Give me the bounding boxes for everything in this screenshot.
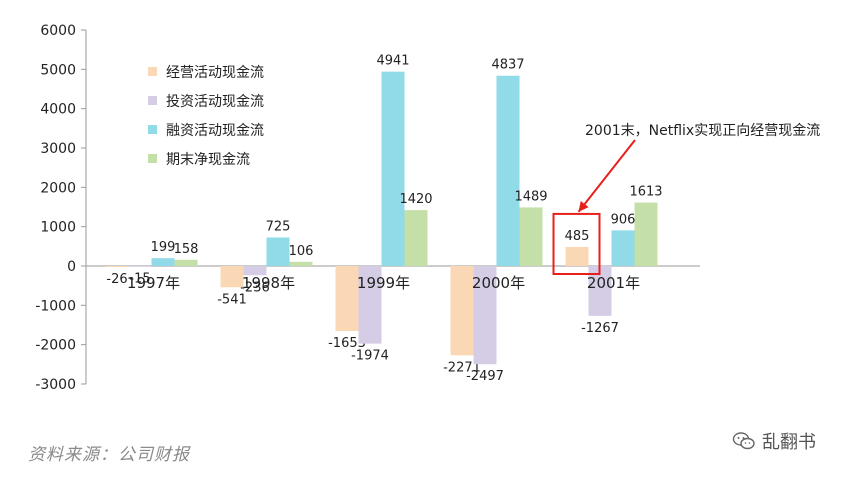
legend-label: 融资活动现金流 [166,123,264,139]
data-label: 906 [611,212,636,227]
bar [565,246,589,266]
annotation-arrowhead [578,200,589,212]
bar [335,266,359,332]
bar [289,261,313,266]
data-label: -1974 [351,349,389,364]
legend-swatch [148,154,157,163]
data-label: 1613 [629,185,662,200]
y-tick-label: 5000 [40,62,76,78]
bar [174,259,198,266]
y-tick-label: -1000 [35,298,76,314]
y-tick-label: 0 [67,259,76,275]
legend-swatch [148,67,157,76]
data-label: 1420 [399,192,432,207]
x-tick-label: 2000年 [472,274,525,292]
data-label: 106 [289,244,314,259]
data-label: 158 [174,242,199,257]
bar [588,266,612,316]
highlight-box [552,212,601,276]
bar [519,207,543,266]
y-tick-label: 2000 [40,180,76,196]
y-tick-label: -3000 [35,377,76,393]
bar [496,75,520,267]
data-label: -1267 [581,321,619,336]
y-tick-label: 6000 [40,23,76,39]
data-label: -1653 [328,336,366,351]
data-label: -26 [106,272,127,287]
bar [243,266,267,276]
bar [450,266,474,356]
data-label: -2271 [443,360,481,375]
annotation-text: 2001末，Netflix实现正向经营现金流 [585,123,820,139]
brand-watermark: 乱翻书 [732,428,816,454]
y-tick-label: -2000 [35,338,76,354]
x-tick-label: 1999年 [357,274,410,292]
bar [220,266,244,288]
data-label: -2497 [466,369,504,384]
bar [404,210,428,266]
y-tick-label: 3000 [40,141,76,157]
wechat-icon [732,432,755,450]
legend-swatch [148,125,157,134]
x-tick-label: 2001年 [587,274,640,292]
legend-label: 期末净现金流 [166,152,250,168]
bar [266,237,290,266]
annotation-arrow [577,139,636,213]
bar [634,202,658,266]
source-note: 资料来源：公司财报 [28,445,190,465]
legend-label: 经营活动现金流 [166,65,264,81]
legend-label: 投资活动现金流 [166,94,264,110]
x-tick-label: 1997年 [127,274,180,292]
data-label: 4837 [491,58,524,73]
bar [128,266,152,267]
bar [611,230,635,266]
data-label: 4941 [376,54,409,69]
bar [473,266,497,365]
bar [358,266,382,344]
bar [105,266,129,268]
data-label: -541 [217,292,247,307]
y-tick-label: 1000 [40,220,76,236]
legend-swatch [148,96,157,105]
data-label: 725 [266,219,291,234]
x-tick-label: 1998年 [242,274,295,292]
data-label: 485 [565,229,590,244]
y-tick-label: 4000 [40,102,76,118]
data-label: -15 [129,272,150,287]
bar [151,258,175,266]
data-label: 199 [151,240,176,255]
data-label: 1489 [514,189,547,204]
brand-name: 乱翻书 [762,432,816,453]
bar [381,71,405,267]
data-label: -236 [240,280,270,295]
